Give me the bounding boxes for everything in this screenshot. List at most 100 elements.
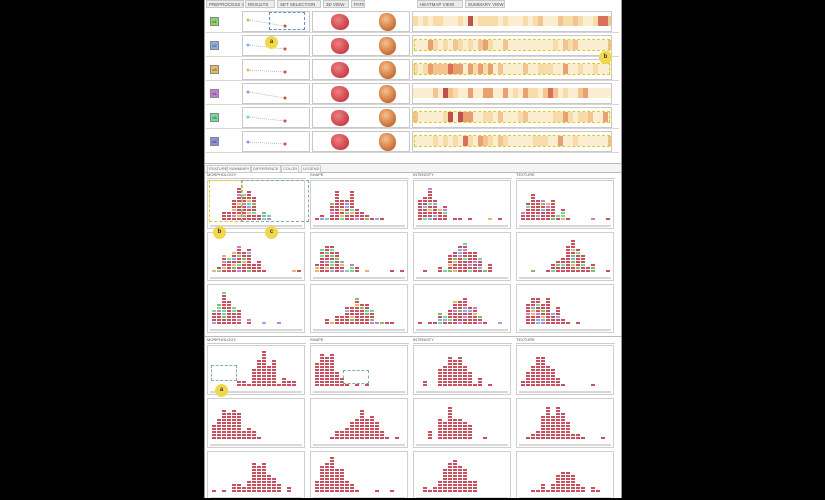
histogram-slider[interactable]: [210, 444, 302, 446]
feature-histogram[interactable]: [207, 284, 305, 333]
histogram-slider[interactable]: [519, 497, 611, 498]
patient-row[interactable]: c1: [206, 10, 619, 33]
histogram-slider[interactable]: [519, 277, 611, 279]
feature-histogram[interactable]: [310, 232, 408, 281]
heatmap-cell[interactable]: [412, 83, 612, 104]
histogram-highlight-selection[interactable]: [211, 365, 237, 381]
histogram-slider[interactable]: [313, 277, 405, 279]
column-header-3[interactable]: 3D VIEW: [323, 0, 349, 8]
patient-color-swatch[interactable]: c2: [210, 41, 219, 50]
3d-view-cell[interactable]: [312, 35, 410, 56]
histogram-slider[interactable]: [313, 225, 405, 227]
feature-histogram[interactable]: [207, 180, 305, 229]
heatmap-selection[interactable]: [414, 135, 610, 147]
3d-view-cell[interactable]: [312, 107, 410, 128]
histogram-slider[interactable]: [210, 277, 302, 279]
histogram-brush-selection[interactable]: [241, 180, 309, 222]
column-header-5[interactable]: HEATMAP VIEW: [417, 0, 463, 8]
patient-color-swatch[interactable]: c1: [210, 17, 219, 26]
patient-color-swatch[interactable]: c4: [210, 89, 219, 98]
feature-histogram[interactable]: [516, 451, 614, 498]
histogram-slider[interactable]: [416, 329, 508, 331]
patient-color-swatch[interactable]: c5: [210, 113, 219, 122]
histogram-slider[interactable]: [313, 329, 405, 331]
3d-view-cell[interactable]: [312, 11, 410, 32]
set-selection-cell[interactable]: [242, 107, 310, 128]
column-header-1[interactable]: RESULTS: [245, 0, 275, 8]
histogram-bar-block: [262, 477, 266, 480]
set-selection-cell[interactable]: [242, 11, 310, 32]
feature-histogram[interactable]: [207, 398, 305, 448]
histogram-slider[interactable]: [519, 225, 611, 227]
feature-histogram[interactable]: [207, 451, 305, 498]
set-selection-box[interactable]: [269, 12, 305, 30]
histogram-bar-block: [428, 196, 432, 199]
feature-histogram[interactable]: [310, 398, 408, 448]
histogram-slider[interactable]: [210, 391, 302, 393]
histogram-slider[interactable]: [416, 444, 508, 446]
histogram-slider[interactable]: [210, 329, 302, 331]
feature-histogram[interactable]: [516, 232, 614, 281]
patient-row[interactable]: c6: [206, 130, 619, 153]
column-header-4[interactable]: PATIENT: [351, 0, 365, 8]
feature-histogram[interactable]: [310, 451, 408, 498]
histogram-slider[interactable]: [519, 444, 611, 446]
histogram-slider[interactable]: [519, 329, 611, 331]
heatmap-cell[interactable]: [412, 11, 612, 32]
set-selection-cell[interactable]: [242, 131, 310, 152]
histogram-range-selection[interactable]: [209, 180, 243, 222]
heatmap-cell[interactable]: [412, 35, 612, 56]
heatmap-cell[interactable]: [412, 107, 612, 128]
3d-view-cell[interactable]: [312, 83, 410, 104]
feature-histogram[interactable]: [310, 180, 408, 229]
tab-color[interactable]: COLOR: [281, 165, 300, 173]
feature-histogram[interactable]: [516, 398, 614, 448]
patient-row[interactable]: c4: [206, 82, 619, 105]
feature-histogram[interactable]: [413, 232, 511, 281]
feature-histogram[interactable]: [516, 180, 614, 229]
heatmap-selection[interactable]: [414, 39, 610, 51]
histogram-slider[interactable]: [519, 391, 611, 393]
histogram-slider[interactable]: [416, 277, 508, 279]
histogram-bar-block: [443, 480, 447, 483]
3d-view-cell[interactable]: [312, 131, 410, 152]
feature-histogram[interactable]: [413, 284, 511, 333]
feature-histogram[interactable]: [413, 451, 511, 498]
histogram-slider[interactable]: [416, 497, 508, 498]
histogram-slider[interactable]: [210, 497, 302, 498]
histogram-slider[interactable]: [210, 225, 302, 227]
patient-row[interactable]: c3: [206, 58, 619, 81]
feature-histogram[interactable]: [413, 398, 511, 448]
feature-histogram[interactable]: [413, 345, 511, 395]
histogram-slider[interactable]: [416, 391, 508, 393]
3d-view-cell[interactable]: [312, 59, 410, 80]
heatmap-selection[interactable]: [414, 63, 610, 75]
patient-color-swatch[interactable]: c3: [210, 65, 219, 74]
feature-histogram[interactable]: [516, 345, 614, 395]
feature-histogram[interactable]: [516, 284, 614, 333]
column-header-6[interactable]: SUMMARY VIEW: [465, 0, 505, 8]
column-header-0[interactable]: PREPROCESS VIEW: [206, 0, 244, 8]
set-selection-cell[interactable]: [242, 83, 310, 104]
patient-row[interactable]: c5: [206, 106, 619, 129]
patient-row[interactable]: c2: [206, 34, 619, 57]
tab-summary[interactable]: SUMMARY: [227, 165, 252, 173]
patient-color-swatch[interactable]: c6: [210, 137, 219, 146]
tab-difference[interactable]: DIFFERENCE: [251, 165, 281, 173]
histogram-slider[interactable]: [313, 444, 405, 446]
tab-legend[interactable]: LEGEND: [301, 165, 322, 173]
histogram-slider[interactable]: [313, 497, 405, 498]
histogram-bar-block: [355, 217, 359, 220]
set-selection-cell[interactable]: [242, 59, 310, 80]
shape-highlight-selection[interactable]: [343, 370, 369, 384]
heatmap-selection[interactable]: [414, 111, 610, 123]
column-header-2[interactable]: SET SELECTION: [277, 0, 321, 8]
histogram-slider[interactable]: [416, 225, 508, 227]
feature-histogram[interactable]: [310, 284, 408, 333]
heatmap-cell[interactable]: [412, 131, 612, 152]
feature-histogram[interactable]: [413, 180, 511, 229]
heatmap-cell[interactable]: [412, 59, 612, 80]
histogram-bar-block: [541, 321, 545, 324]
histogram-slider[interactable]: [313, 391, 405, 393]
feature-histogram[interactable]: [207, 232, 305, 281]
